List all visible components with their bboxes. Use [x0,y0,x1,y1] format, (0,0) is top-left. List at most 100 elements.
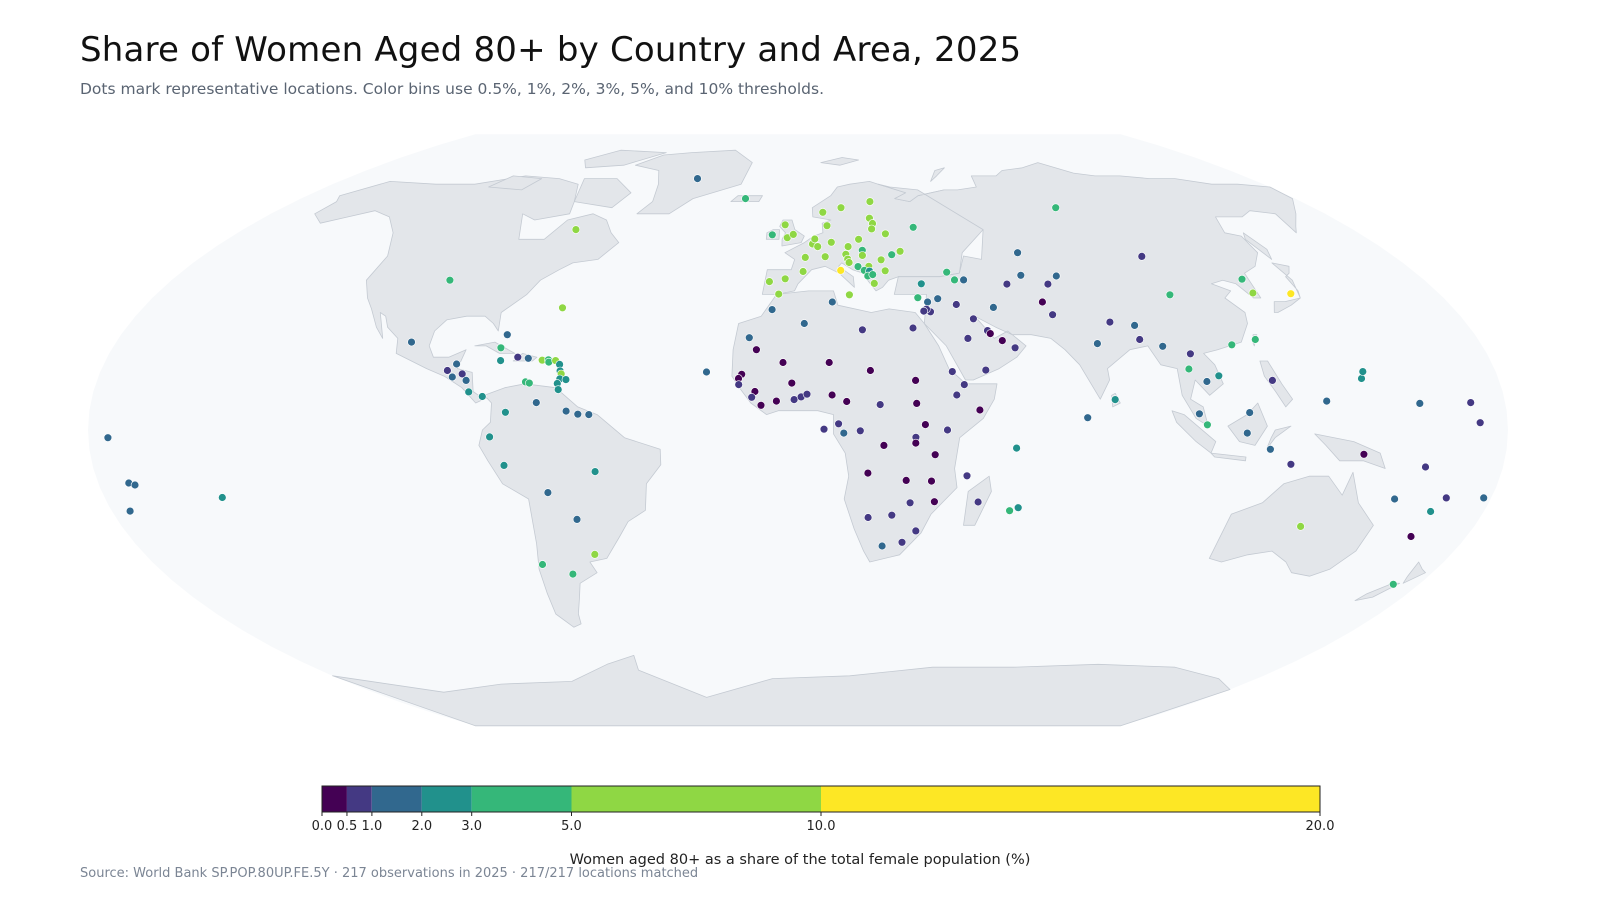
location-dot[interactable] [948,367,957,376]
location-dot[interactable] [1105,317,1115,327]
location-dot[interactable] [863,468,873,478]
location-dot[interactable] [1002,279,1012,289]
location-dot[interactable] [917,279,926,289]
location-dot[interactable] [998,336,1007,345]
location-dot[interactable] [880,266,890,276]
location-dot[interactable] [452,359,461,369]
location-dot[interactable] [813,242,822,251]
location-dot[interactable] [1005,506,1014,515]
location-dot[interactable] [1415,399,1425,408]
location-dot[interactable] [1158,342,1167,351]
location-dot[interactable] [905,498,915,507]
location-dot[interactable] [544,357,553,367]
location-dot[interactable] [1358,367,1368,376]
location-dot[interactable] [887,511,896,520]
location-dot[interactable] [1389,580,1398,589]
location-dot[interactable] [942,268,951,277]
location-dot[interactable] [765,277,774,286]
location-dot[interactable] [973,497,983,507]
location-dot[interactable] [986,329,995,338]
location-dot[interactable] [1266,445,1275,454]
location-dot[interactable] [584,410,593,419]
location-dot[interactable] [879,441,889,450]
location-dot[interactable] [1010,343,1020,353]
location-dot[interactable] [839,428,848,438]
location-dot[interactable] [448,372,457,382]
location-dot[interactable] [538,560,547,569]
location-dot[interactable] [756,401,766,410]
location-dot[interactable] [1322,396,1331,406]
location-dot[interactable] [1237,275,1247,284]
location-dot[interactable] [1013,503,1023,512]
location-dot[interactable] [863,513,873,522]
location-dot[interactable] [125,506,135,516]
location-dot[interactable] [787,378,796,388]
location-dot[interactable] [845,290,854,300]
location-dot[interactable] [513,353,522,362]
location-dot[interactable] [1245,408,1254,417]
location-dot[interactable] [780,220,790,230]
location-dot[interactable] [919,306,928,316]
location-dot[interactable] [496,356,505,365]
location-dot[interactable] [1203,420,1212,429]
location-dot[interactable] [802,390,812,399]
location-dot[interactable] [836,266,845,275]
location-dot[interactable] [499,461,509,470]
location-dot[interactable] [887,250,896,259]
location-dot[interactable] [895,247,905,256]
location-dot[interactable] [921,420,930,429]
location-dot[interactable] [1184,364,1194,374]
location-dot[interactable] [1012,443,1021,453]
location-dot[interactable] [1043,279,1053,289]
location-dot[interactable] [1135,335,1144,344]
location-dot[interactable] [798,267,808,276]
location-dot[interactable] [1227,340,1237,350]
location-dot[interactable] [842,397,851,406]
location-dot[interactable] [485,432,494,442]
location-dot[interactable] [1243,428,1252,438]
location-dot[interactable] [875,400,885,409]
location-dot[interactable] [959,275,968,285]
location-dot[interactable] [858,251,867,260]
location-dot[interactable] [772,396,781,406]
location-dot[interactable] [734,380,743,389]
location-dot[interactable] [752,345,761,354]
location-dot[interactable] [819,425,829,434]
location-dot[interactable] [930,497,939,506]
location-dot[interactable] [853,262,863,271]
location-dot[interactable] [780,274,790,284]
location-dot[interactable] [571,225,581,234]
location-dot[interactable] [501,408,510,417]
location-dot[interactable] [745,333,754,342]
location-dot[interactable] [1475,418,1485,427]
location-dot[interactable] [496,343,506,353]
location-dot[interactable] [774,289,783,299]
location-dot[interactable] [843,242,853,251]
location-dot[interactable] [561,375,571,384]
location-dot[interactable] [1016,271,1025,280]
location-dot[interactable] [943,425,952,435]
location-dot[interactable] [1357,374,1366,383]
location-dot[interactable] [950,275,959,285]
location-dot[interactable] [525,378,534,388]
location-dot[interactable] [1110,395,1120,404]
location-dot[interactable] [1186,349,1195,359]
location-dot[interactable] [1442,493,1451,503]
location-dot[interactable] [1048,310,1057,319]
location-dot[interactable] [881,229,890,239]
location-dot[interactable] [810,234,819,244]
location-dot[interactable] [1268,376,1277,385]
location-dot[interactable] [818,208,827,217]
location-dot[interactable] [856,426,865,435]
location-dot[interactable] [1426,507,1435,516]
location-dot[interactable] [933,294,942,303]
location-dot[interactable] [923,297,932,307]
location-dot[interactable] [828,297,837,307]
location-dot[interactable] [1390,494,1399,504]
location-dot[interactable] [702,367,711,377]
location-dot[interactable] [866,366,875,375]
location-dot[interactable] [908,323,918,333]
location-dot[interactable] [911,438,920,448]
location-dot[interactable] [218,493,227,502]
location-dot[interactable] [1421,462,1430,472]
